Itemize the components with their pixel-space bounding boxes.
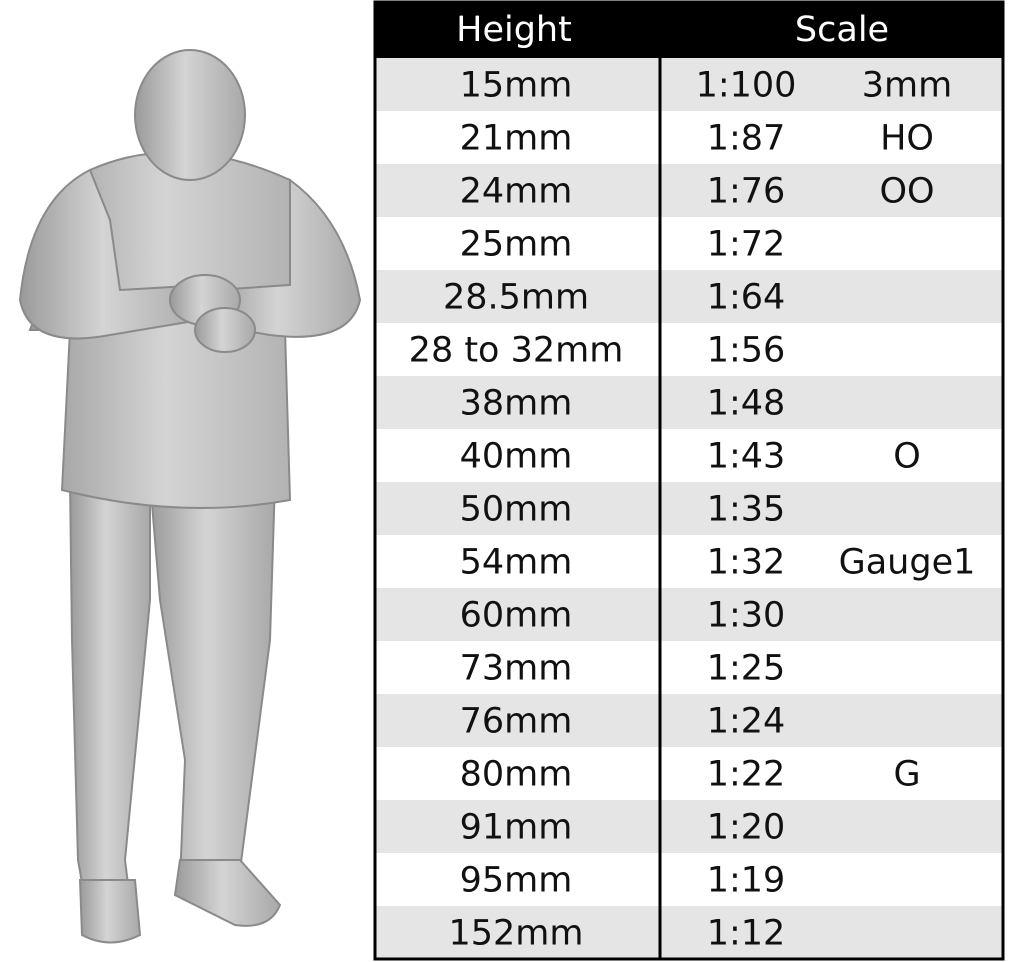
scale-cell: 1:35: [707, 490, 786, 530]
row-bg: [375, 641, 1003, 694]
scale-cell: 1:100: [696, 66, 797, 106]
scale-cell: 1:43: [707, 437, 786, 477]
table-border: [373, 0, 1005, 961]
row-bg: [375, 376, 1003, 429]
row-bg: [375, 58, 1003, 111]
height-cell: 60mm: [460, 596, 573, 636]
row-bg: [375, 217, 1003, 270]
height-cell: 40mm: [460, 437, 573, 477]
row-bg: [375, 694, 1003, 747]
scale-cell: 1:12: [707, 914, 786, 954]
height-cell: 152mm: [449, 914, 584, 954]
gauge-cell: O: [893, 437, 921, 477]
scale-cell: 1:30: [707, 596, 786, 636]
table: Height Scale 15mm 1:100 3mm 21mm 1:87 HO 24mm 1…: [373, 0, 1005, 961]
header-scale: Scale: [795, 10, 889, 50]
scale-cell: 1:48: [707, 384, 786, 424]
height-cell: 73mm: [460, 649, 573, 689]
row-bg: [375, 323, 1003, 376]
header-height: Height: [456, 10, 572, 50]
row-bg: [375, 906, 1003, 959]
height-cell: 28.5mm: [443, 278, 589, 318]
row-bg: [375, 588, 1003, 641]
gauge-cell: 3mm: [862, 66, 952, 106]
figure: [18, 49, 362, 944]
height-cell: 25mm: [460, 225, 573, 265]
gauge-cell: HO: [880, 119, 934, 159]
scale-cell: 1:76: [707, 172, 786, 212]
height-cell: 21mm: [460, 119, 573, 159]
row-bg: [375, 429, 1003, 482]
gauge-cell: OO: [879, 172, 934, 212]
scale-cell: 1:19: [707, 861, 786, 901]
height-cell: 50mm: [460, 490, 573, 530]
row-bg: [375, 111, 1003, 164]
row-bg: [375, 853, 1003, 906]
height-cell: 76mm: [460, 702, 573, 742]
scale-cell: 1:56: [707, 331, 786, 371]
gauge-cell: Gauge1: [839, 543, 976, 583]
row-bg: [375, 747, 1003, 800]
row-bg: [375, 270, 1003, 323]
scale-cell: 1:24: [707, 702, 786, 742]
height-cell: 91mm: [460, 808, 573, 848]
scale-cell: 1:87: [707, 119, 786, 159]
height-cell: 80mm: [460, 755, 573, 795]
header-bg: [375, 2, 1003, 58]
height-cell: 24mm: [460, 172, 573, 212]
row-bg: [375, 482, 1003, 535]
row-bg: [375, 164, 1003, 217]
scale-cell: 1:25: [707, 649, 786, 689]
height-cell: 38mm: [460, 384, 573, 424]
scale-cell: 1:32: [707, 543, 786, 583]
scale-cell: 1:72: [707, 225, 786, 265]
scale-cell: 1:20: [707, 808, 786, 848]
height-cell: 95mm: [460, 861, 573, 901]
row-bg: [375, 535, 1003, 588]
row-bg: [375, 800, 1003, 853]
scale-cell: 1:64: [707, 278, 786, 318]
gauge-cell: G: [893, 755, 920, 795]
scale-cell: 1:22: [707, 755, 786, 795]
height-cell: 28 to 32mm: [409, 331, 624, 371]
height-cell: 15mm: [460, 66, 573, 106]
height-cell: 54mm: [460, 543, 573, 583]
